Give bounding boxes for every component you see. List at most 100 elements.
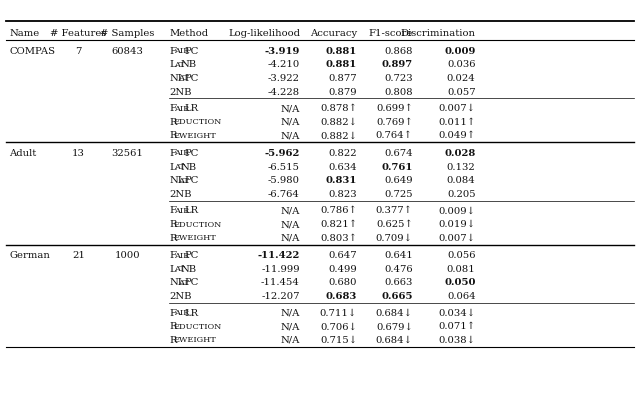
Text: -3.922: -3.922	[268, 74, 300, 83]
Text: 21: 21	[72, 251, 85, 259]
Text: 0.684↓: 0.684↓	[376, 308, 413, 317]
Text: NL: NL	[170, 278, 185, 287]
Text: N/A: N/A	[280, 104, 300, 113]
Text: 0.674: 0.674	[384, 149, 413, 158]
Text: 0.665: 0.665	[381, 291, 413, 300]
Text: 0.028: 0.028	[444, 149, 476, 158]
Text: 0.641: 0.641	[384, 251, 413, 259]
Text: PC: PC	[184, 251, 198, 259]
Text: AT: AT	[173, 163, 184, 171]
Text: 13: 13	[72, 149, 85, 158]
Text: 0.831: 0.831	[326, 176, 357, 185]
Text: 0.056: 0.056	[447, 251, 476, 259]
Text: PC: PC	[184, 149, 198, 158]
Text: Method: Method	[170, 28, 209, 38]
Text: EDUCTION: EDUCTION	[173, 322, 222, 330]
Text: AIR: AIR	[173, 105, 189, 113]
Text: 0.761: 0.761	[381, 162, 413, 171]
Text: 0.647: 0.647	[328, 251, 357, 259]
Text: L: L	[170, 60, 176, 69]
Text: 0.081: 0.081	[447, 264, 476, 273]
Text: R: R	[170, 335, 177, 344]
Text: 0.084: 0.084	[447, 176, 476, 185]
Text: # Samples: # Samples	[100, 28, 155, 38]
Text: -11.422: -11.422	[257, 251, 300, 259]
Text: Discrimination: Discrimination	[401, 28, 476, 38]
Text: 0.882↓: 0.882↓	[320, 117, 357, 127]
Text: EWEIGHT: EWEIGHT	[173, 234, 216, 241]
Text: 0.679↓: 0.679↓	[376, 322, 413, 330]
Text: LR: LR	[184, 104, 198, 113]
Text: 60843: 60843	[111, 47, 143, 56]
Text: LR: LR	[184, 308, 198, 317]
Text: AT: AT	[178, 278, 189, 286]
Text: AT: AT	[178, 176, 189, 184]
Text: -11.999: -11.999	[261, 264, 300, 273]
Text: 2NB: 2NB	[170, 189, 192, 198]
Text: 0.823: 0.823	[328, 189, 357, 198]
Text: 0.881: 0.881	[326, 60, 357, 69]
Text: 0.050: 0.050	[444, 278, 476, 287]
Text: R: R	[170, 233, 177, 242]
Text: 0.684↓: 0.684↓	[376, 335, 413, 344]
Text: AIR: AIR	[173, 207, 189, 215]
Text: 0.723: 0.723	[384, 74, 413, 83]
Text: F: F	[170, 308, 177, 317]
Text: R: R	[170, 219, 177, 229]
Text: N/A: N/A	[280, 206, 300, 215]
Text: 0.476: 0.476	[384, 264, 413, 273]
Text: Name: Name	[10, 28, 40, 38]
Text: 0.663: 0.663	[385, 278, 413, 287]
Text: L: L	[170, 162, 176, 171]
Text: -3.919: -3.919	[264, 47, 300, 56]
Text: 0.009↓: 0.009↓	[438, 206, 476, 215]
Text: EDUCTION: EDUCTION	[173, 118, 222, 126]
Text: 0.649: 0.649	[384, 176, 413, 185]
Text: R: R	[170, 322, 177, 330]
Text: 0.634: 0.634	[328, 162, 357, 171]
Text: F: F	[170, 251, 177, 259]
Text: R: R	[170, 131, 177, 140]
Text: NB: NB	[180, 60, 196, 69]
Text: 0.024: 0.024	[447, 74, 476, 83]
Text: N/A: N/A	[280, 335, 300, 344]
Text: 0.709↓: 0.709↓	[376, 233, 413, 242]
Text: -4.210: -4.210	[268, 60, 300, 69]
Text: 0.377↑: 0.377↑	[376, 206, 413, 215]
Text: 0.499: 0.499	[328, 264, 357, 273]
Text: 2NB: 2NB	[170, 291, 192, 300]
Text: L: L	[170, 264, 176, 273]
Text: AT: AT	[173, 265, 184, 273]
Text: PC: PC	[185, 176, 199, 185]
Text: N/A: N/A	[280, 117, 300, 127]
Text: 0.009: 0.009	[444, 47, 476, 56]
Text: PC: PC	[184, 47, 198, 56]
Text: 0.011↑: 0.011↑	[438, 117, 476, 127]
Text: 7: 7	[76, 47, 82, 56]
Text: -4.228: -4.228	[268, 87, 300, 96]
Text: F: F	[170, 47, 177, 56]
Text: 0.868: 0.868	[385, 47, 413, 56]
Text: 0.881: 0.881	[326, 47, 357, 56]
Text: EWEIGHT: EWEIGHT	[173, 132, 216, 140]
Text: 0.897: 0.897	[381, 60, 413, 69]
Text: 0.769↑: 0.769↑	[376, 117, 413, 127]
Text: AIR: AIR	[173, 251, 189, 259]
Text: 0.019↓: 0.019↓	[438, 219, 476, 229]
Text: 0.036: 0.036	[447, 60, 476, 69]
Text: 0.877: 0.877	[328, 74, 357, 83]
Text: NL: NL	[170, 176, 185, 185]
Text: 0.764↑: 0.764↑	[376, 131, 413, 140]
Text: NB: NB	[180, 264, 196, 273]
Text: F: F	[170, 104, 177, 113]
Text: 32561: 32561	[111, 149, 143, 158]
Text: N/A: N/A	[280, 233, 300, 242]
Text: AIR: AIR	[173, 149, 189, 157]
Text: 0.038↓: 0.038↓	[438, 335, 476, 344]
Text: 0.007↓: 0.007↓	[438, 104, 476, 113]
Text: 0.879: 0.879	[328, 87, 357, 96]
Text: Adult: Adult	[10, 149, 36, 158]
Text: 0.007↓: 0.007↓	[438, 233, 476, 242]
Text: N/A: N/A	[280, 131, 300, 140]
Text: 0.057: 0.057	[447, 87, 476, 96]
